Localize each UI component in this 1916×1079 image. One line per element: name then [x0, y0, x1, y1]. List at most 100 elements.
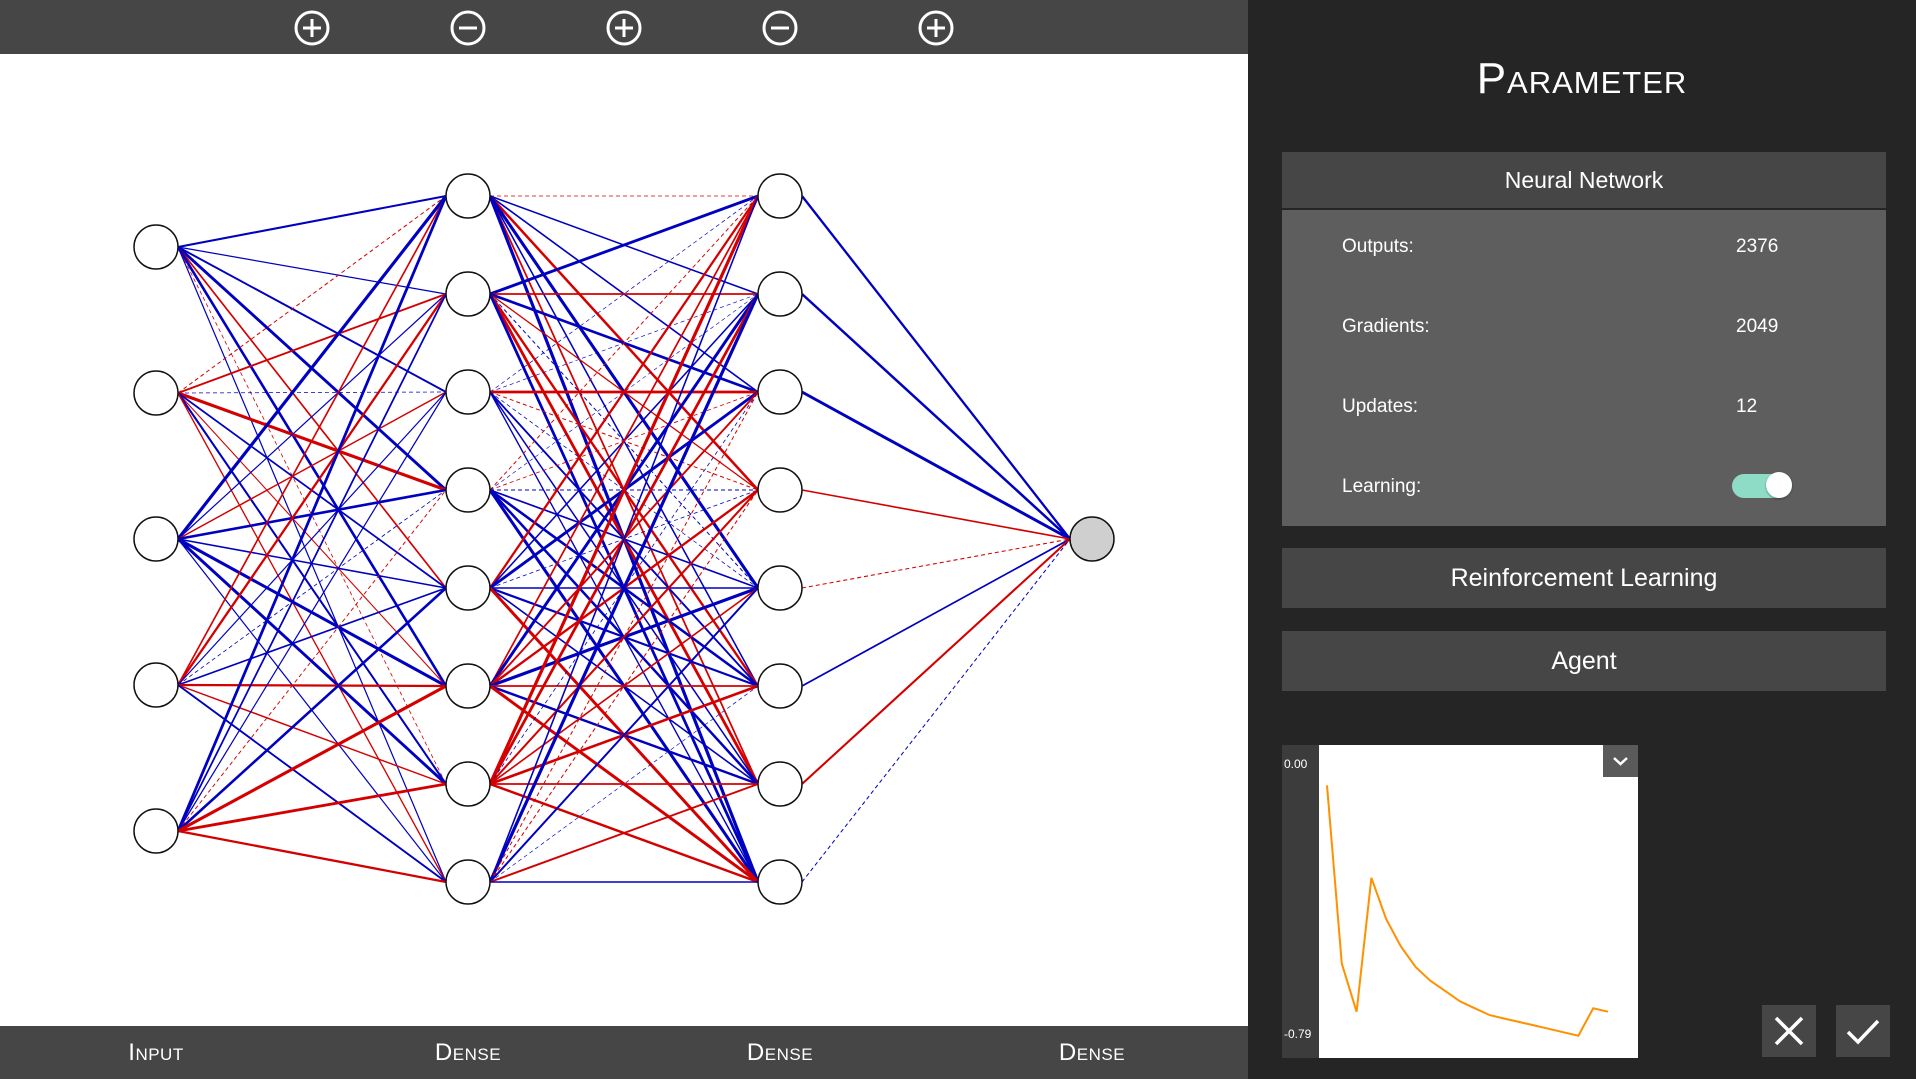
connection-1-6-0	[488, 195, 760, 785]
add-layer-button-2[interactable]	[605, 9, 643, 47]
neuron-1-3[interactable]	[445, 467, 491, 513]
neuron-1-4[interactable]	[445, 565, 491, 611]
connection-1-4-0	[489, 195, 759, 589]
layer-label-dense-3: Dense	[1058, 1039, 1126, 1066]
outputs-label: Outputs:	[1342, 236, 1414, 257]
learning-toggle[interactable]	[1732, 472, 1792, 498]
cancel-button[interactable]	[1762, 1005, 1816, 1057]
toggle-knob	[1766, 472, 1792, 498]
connection-0-0-1	[177, 246, 447, 295]
neuron-0-0[interactable]	[133, 224, 179, 270]
neuron-0-2[interactable]	[133, 516, 179, 562]
connection-0-4-7	[177, 829, 447, 884]
layer-label-dense-2: Dense	[746, 1039, 814, 1066]
connection-0-4-5	[177, 684, 447, 833]
gradients-row: Gradients: 2049	[1342, 316, 1862, 346]
reinforcement-learning-section-header[interactable]: Reinforcement Learning	[1282, 548, 1886, 608]
neuron-1-5[interactable]	[445, 663, 491, 709]
updates-label: Updates:	[1342, 396, 1419, 417]
neuron-2-6[interactable]	[757, 761, 803, 807]
remove-layer-button-1[interactable]	[449, 9, 487, 47]
confirm-button[interactable]	[1836, 1005, 1890, 1057]
connection-0-3-4	[177, 587, 447, 686]
neuron-1-0[interactable]	[445, 173, 491, 219]
close-icon	[1774, 1016, 1804, 1046]
neuron-2-5[interactable]	[757, 663, 803, 709]
network-view	[0, 0, 1248, 1079]
connection-0-1-1	[177, 293, 447, 394]
connection-0-1-2	[177, 391, 447, 394]
add-layer-button-3[interactable]	[917, 9, 955, 47]
neurons	[133, 173, 1115, 905]
learning-label: Learning:	[1342, 476, 1422, 497]
layer-label-dense-1: Dense	[434, 1039, 502, 1066]
connection-0-4-3	[177, 489, 447, 832]
neural-network-section-header[interactable]: Neural Network	[1282, 152, 1886, 208]
connection-0-4-1	[177, 293, 447, 832]
chart-plot-area	[1319, 745, 1638, 1058]
connection-1-7-5	[489, 685, 759, 883]
outputs-row: Outputs: 2376	[1342, 236, 1862, 266]
connection-1-6-4	[489, 587, 759, 785]
connection-1-2-0	[489, 195, 759, 393]
layer-toolbar	[0, 0, 1248, 54]
neuron-2-2[interactable]	[757, 369, 803, 415]
connection-1-7-1	[488, 293, 760, 883]
neuron-0-3[interactable]	[133, 662, 179, 708]
connection-0-1-5	[177, 392, 447, 687]
gradients-value: 2049	[1736, 316, 1779, 337]
layer-label-bar	[0, 1026, 1248, 1079]
neuron-0-4[interactable]	[133, 808, 179, 854]
connection-2-7-0	[801, 538, 1071, 883]
connection-0-3-3	[177, 489, 447, 686]
neuron-0-1[interactable]	[133, 370, 179, 416]
connection-0-1-7	[177, 392, 447, 883]
connection-0-3-2	[177, 391, 447, 686]
connection-0-4-2	[177, 391, 447, 832]
connection-2-4-0	[801, 538, 1071, 589]
connection-1-1-0	[489, 194, 759, 296]
learning-row: Learning:	[1342, 476, 1862, 506]
neuron-1-1[interactable]	[445, 271, 491, 317]
connection-0-2-1	[177, 293, 447, 540]
connection-0-0-5	[176, 246, 448, 687]
loss-series-line	[1326, 785, 1609, 1037]
connection-0-3-1	[177, 293, 447, 686]
neuron-2-3[interactable]	[757, 467, 803, 513]
remove-layer-button-2[interactable]	[761, 9, 799, 47]
connection-2-3-0	[801, 489, 1071, 540]
connection-0-4-6	[177, 782, 447, 833]
connection-0-0-4	[177, 246, 447, 589]
check-icon	[1846, 1019, 1880, 1045]
connection-0-0-2	[177, 246, 447, 393]
connections	[176, 194, 1071, 884]
neuron-3-0[interactable]	[1069, 516, 1115, 562]
connection-0-3-7	[177, 684, 447, 883]
connection-0-4-0	[176, 195, 448, 832]
loss-chart: 0.00 -0.79	[1282, 745, 1638, 1058]
neuron-1-6[interactable]	[445, 761, 491, 807]
agent-section-header[interactable]: Agent	[1282, 631, 1886, 691]
neuron-1-2[interactable]	[445, 369, 491, 415]
connection-0-3-6	[177, 684, 447, 785]
connection-1-3-1	[489, 293, 759, 491]
gradients-label: Gradients:	[1342, 316, 1430, 337]
chart-dropdown-button[interactable]	[1603, 745, 1638, 777]
add-layer-button-1[interactable]	[293, 9, 331, 47]
connection-1-3-0	[489, 195, 759, 491]
connection-2-1-0	[801, 293, 1071, 540]
connection-0-1-6	[177, 392, 447, 785]
connection-0-0-0	[177, 194, 447, 249]
connection-0-3-5	[177, 683, 447, 688]
connection-0-0-7	[177, 246, 447, 883]
connection-0-2-6	[177, 537, 447, 786]
connection-2-5-0	[801, 538, 1071, 687]
neuron-2-0[interactable]	[757, 173, 803, 219]
connection-0-2-2	[177, 391, 447, 540]
connection-2-0-0	[801, 195, 1071, 540]
neuron-1-7[interactable]	[445, 859, 491, 905]
neuron-2-4[interactable]	[757, 565, 803, 611]
updates-row: Updates: 12	[1342, 396, 1862, 426]
neuron-2-7[interactable]	[757, 859, 803, 905]
neuron-2-1[interactable]	[757, 271, 803, 317]
